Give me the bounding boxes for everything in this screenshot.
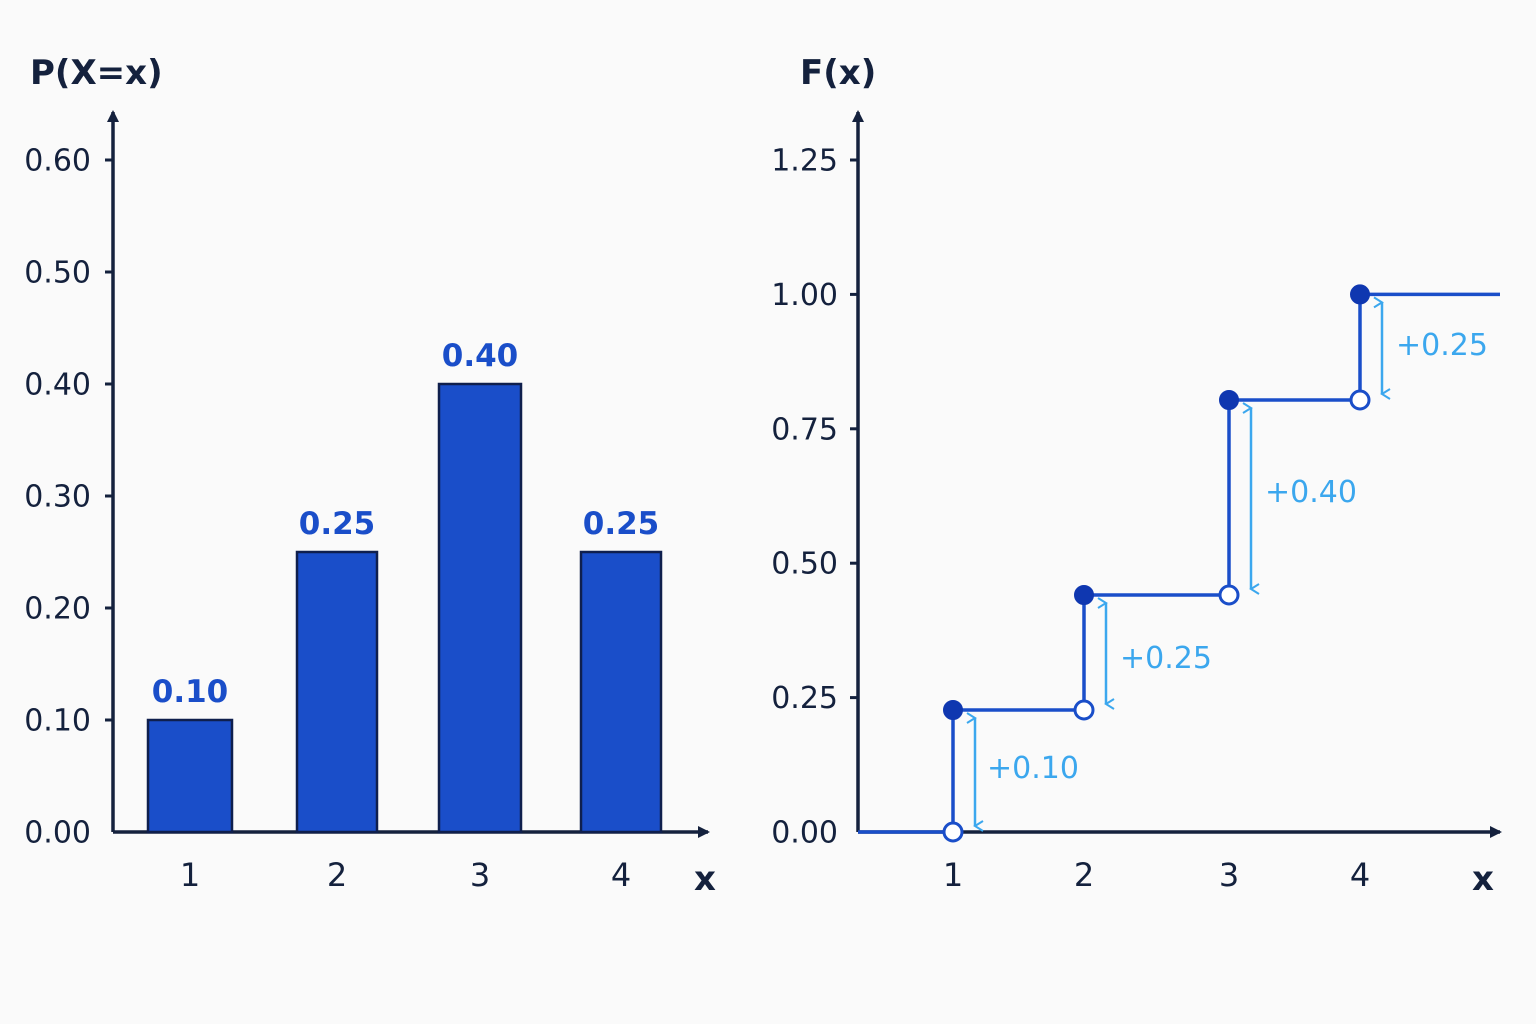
cdf-jump-label: +0.25 — [1120, 641, 1212, 676]
cdf-closed-point — [943, 700, 963, 720]
pmf-bar — [146, 718, 234, 834]
cdf-jump-label: +0.40 — [1265, 475, 1357, 510]
pmf-ytick-label: 0.50 — [24, 256, 91, 291]
pmf-ytick-label: 0.60 — [24, 144, 91, 179]
pmf-ytick-label: 0.30 — [24, 480, 91, 515]
cdf-ylabel: F(x) — [800, 53, 876, 93]
pmf-ylabel: P(X=x) — [30, 53, 163, 93]
pmf-ytick-label: 0.40 — [24, 368, 91, 403]
cdf-ytick-label: 1.25 — [771, 144, 838, 179]
cdf-closed-point — [1074, 585, 1094, 605]
cdf-xtick-label: 1 — [943, 856, 963, 894]
pmf-ytick-label: 0.20 — [24, 592, 91, 627]
cdf-jump-label: +0.10 — [987, 751, 1079, 786]
pmf-bar — [437, 382, 523, 834]
pmf-bar — [295, 550, 379, 834]
cdf-xtick-label: 4 — [1350, 856, 1370, 894]
pmf-ytick-label: 0.00 — [24, 816, 91, 851]
cdf-ytick-label: 0.00 — [771, 816, 838, 851]
pmf-xtick-label: 4 — [611, 856, 631, 894]
cdf-xlabel: x — [1472, 859, 1494, 899]
pmf-bar — [579, 550, 663, 834]
cdf-step-line — [858, 292, 1500, 834]
pmf-bar-label: 0.40 — [442, 338, 519, 374]
cdf-open-point — [942, 821, 964, 843]
pmf-chart: P(X=x) x 0.00 0.10 0.20 0.30 0.40 0.50 0.60 0.1… — [24, 53, 716, 899]
cdf-xtick-label: 3 — [1219, 856, 1239, 894]
cdf-ytick-label: 0.50 — [771, 547, 838, 582]
pmf-xlabel: x — [694, 859, 716, 899]
pmf-xtick-label: 2 — [327, 856, 347, 894]
cdf-ytick-label: 0.75 — [771, 412, 838, 447]
cdf-jump-label: +0.25 — [1396, 328, 1488, 363]
cdf-closed-point — [1219, 390, 1239, 410]
cdf-open-point — [1218, 584, 1240, 606]
cdf-closed-point — [1350, 284, 1370, 305]
pmf-bar-label: 0.10 — [152, 674, 229, 710]
pmf-xtick-label: 1 — [180, 856, 200, 894]
cdf-ytick-label: 1.00 — [771, 278, 838, 313]
pmf-bar-label: 0.25 — [583, 506, 660, 542]
cdf-xtick-label: 2 — [1074, 856, 1094, 894]
cdf-open-point — [1349, 389, 1371, 411]
pmf-ytick-label: 0.10 — [24, 704, 91, 739]
pmf-xtick-label: 3 — [470, 856, 490, 894]
pmf-bar-label: 0.25 — [299, 506, 376, 542]
cdf-open-point — [1073, 699, 1095, 721]
cdf-ytick-label: 0.25 — [771, 681, 838, 716]
